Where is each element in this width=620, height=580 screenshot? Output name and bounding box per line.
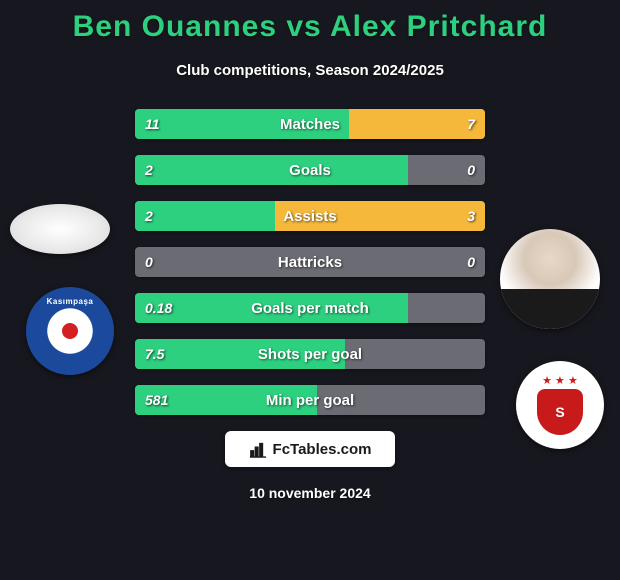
- page-subtitle: Club competitions, Season 2024/2025: [0, 62, 620, 79]
- stat-row: 581Min per goal: [135, 385, 485, 415]
- stat-label: Goals: [135, 155, 485, 185]
- stat-row: 7.5Shots per goal: [135, 339, 485, 369]
- stat-bars-container: 117Matches 20Goals 23Assists 00Hattricks 0.1…: [135, 109, 485, 415]
- brand-chart-icon: [249, 440, 267, 458]
- stat-row: 00Hattricks: [135, 247, 485, 277]
- snapshot-date: 10 november 2024: [0, 485, 620, 501]
- brand-text: FcTables.com: [273, 441, 372, 458]
- club-left-inner: [50, 311, 90, 351]
- player-left-avatar: [10, 204, 110, 254]
- club-left-flag-dot: [62, 323, 78, 339]
- comparison-content: Kasımpaşa ★ ★ ★ S 117Matches20Goals23Ass…: [0, 109, 620, 415]
- stat-row: 20Goals: [135, 155, 485, 185]
- club-right-shield-icon: S: [537, 389, 583, 435]
- page-title: Ben Ouannes vs Alex Pritchard: [0, 0, 620, 44]
- club-left-name: Kasımpaşa: [26, 297, 114, 306]
- stat-label: Min per goal: [135, 385, 485, 415]
- stat-label: Shots per goal: [135, 339, 485, 369]
- stat-row: 23Assists: [135, 201, 485, 231]
- club-right-stars-icon: ★ ★ ★: [542, 376, 578, 387]
- brand-badge: FcTables.com: [225, 431, 395, 467]
- stat-label: Hattricks: [135, 247, 485, 277]
- stat-label: Goals per match: [135, 293, 485, 323]
- player-right-club-badge: ★ ★ ★ S: [516, 361, 604, 449]
- stat-row: 117Matches: [135, 109, 485, 139]
- player-right-avatar: [500, 229, 600, 329]
- stat-label: Matches: [135, 109, 485, 139]
- stat-row: 0.18Goals per match: [135, 293, 485, 323]
- stat-label: Assists: [135, 201, 485, 231]
- player-left-club-badge: Kasımpaşa: [26, 287, 114, 375]
